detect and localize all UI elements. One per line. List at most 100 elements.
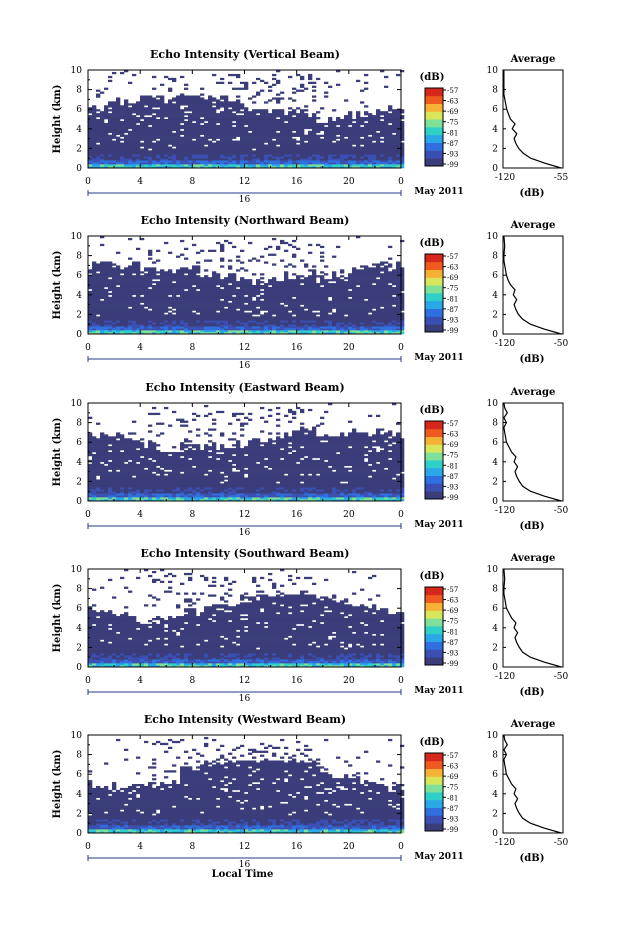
echo-cell: [360, 117, 364, 119]
echo-cell: [372, 322, 376, 324]
echo-cell: [128, 160, 132, 162]
echo-cell: [388, 293, 392, 295]
echo-cell: [156, 310, 160, 312]
echo-cell: [260, 135, 264, 137]
echo-cell: [152, 312, 156, 314]
echo-cell: [284, 273, 288, 275]
echo-cell: [88, 310, 92, 312]
echo-cell: [100, 127, 104, 129]
echo-cell: [192, 113, 196, 115]
echo-cell: [256, 162, 260, 164]
average-x-tick-label: -120: [495, 173, 515, 183]
echo-cell: [368, 316, 372, 318]
echo-cell: [216, 328, 220, 330]
echo-cell: [136, 314, 140, 316]
echo-cell: [156, 119, 160, 121]
echo-cell: [320, 295, 324, 297]
echo-cell: [140, 307, 144, 309]
echo-cell: [136, 326, 140, 328]
echo-cell: [300, 150, 304, 152]
echo-cell: [240, 295, 244, 297]
echo-cell: [268, 146, 272, 148]
echo-cell: [244, 160, 248, 162]
echo-cell: [328, 285, 332, 287]
echo-cell: [272, 324, 276, 326]
echo-cell: [180, 121, 184, 123]
echo-cell: [320, 107, 324, 109]
echo-cell: [296, 127, 300, 129]
echo-cell: [372, 289, 376, 291]
echo-cell: [92, 330, 96, 332]
echo-cell: [104, 105, 108, 107]
echo-cell: [252, 117, 256, 119]
echo-cell: [116, 99, 120, 101]
echo-cell: [180, 295, 184, 297]
echo-cell: [208, 115, 212, 117]
echo-cell: [144, 113, 148, 115]
echo-cell: [280, 310, 284, 312]
echo-cell: [148, 269, 152, 271]
echo-cell: [388, 287, 392, 289]
echo-cell: [216, 156, 220, 158]
echo-cell: [252, 307, 256, 309]
echo-cell: [352, 287, 356, 289]
echo-cell: [128, 310, 132, 312]
echo-cell: [256, 109, 260, 111]
echo-cell: [92, 123, 96, 125]
echo-cell: [232, 246, 236, 248]
echo-cell: [272, 113, 276, 115]
echo-cell: [120, 301, 124, 303]
echo-cell: [188, 322, 192, 324]
echo-cell: [324, 326, 328, 328]
echo-cell: [360, 273, 364, 275]
echo-cell: [276, 314, 280, 316]
echo-cell: [236, 123, 240, 125]
echo-cell: [220, 82, 224, 84]
echo-cell: [312, 271, 316, 273]
echo-cell: [368, 283, 372, 285]
echo-cell: [360, 265, 364, 267]
echo-cell: [292, 254, 296, 256]
echo-cell: [388, 158, 392, 160]
echo-cell: [388, 121, 392, 123]
echo-cell: [264, 158, 268, 160]
echo-cell: [384, 295, 388, 297]
echo-cell: [124, 123, 128, 125]
echo-cell: [252, 287, 256, 289]
echo-cell: [264, 117, 268, 119]
echo-cell: [392, 125, 396, 127]
y-axis-label: Height (km): [52, 85, 63, 154]
echo-cell: [92, 107, 96, 109]
echo-cell: [356, 293, 360, 295]
echo-cell: [108, 273, 112, 275]
echo-cell: [212, 74, 216, 76]
echo-cell: [332, 135, 336, 137]
echo-cell: [392, 158, 396, 160]
echo-cell: [168, 90, 172, 92]
echo-cell: [228, 103, 232, 105]
echo-cell: [96, 267, 100, 269]
echo-cell: [224, 291, 228, 293]
echo-cell: [292, 256, 296, 258]
echo-cell: [272, 328, 276, 330]
echo-cell: [312, 139, 316, 141]
echo-cell: [120, 107, 124, 109]
echo-cell: [248, 328, 252, 330]
echo-cell: [136, 248, 140, 250]
echo-cell: [132, 137, 136, 139]
echo-cell: [168, 115, 172, 117]
echo-cell: [96, 115, 100, 117]
echo-cell: [156, 303, 160, 305]
echo-cell: [328, 146, 332, 148]
colorbar-unit: (dB): [420, 72, 445, 83]
echo-cell: [332, 312, 336, 314]
echo-cell: [112, 154, 116, 156]
echo-cell: [216, 133, 220, 135]
echo-cell: [168, 283, 172, 285]
echo-cell: [388, 105, 392, 107]
echo-cell: [256, 324, 260, 326]
echo-cell: [300, 143, 304, 145]
echo-cell: [112, 318, 116, 320]
echo-cell: [320, 139, 324, 141]
echo-cell: [112, 109, 116, 111]
